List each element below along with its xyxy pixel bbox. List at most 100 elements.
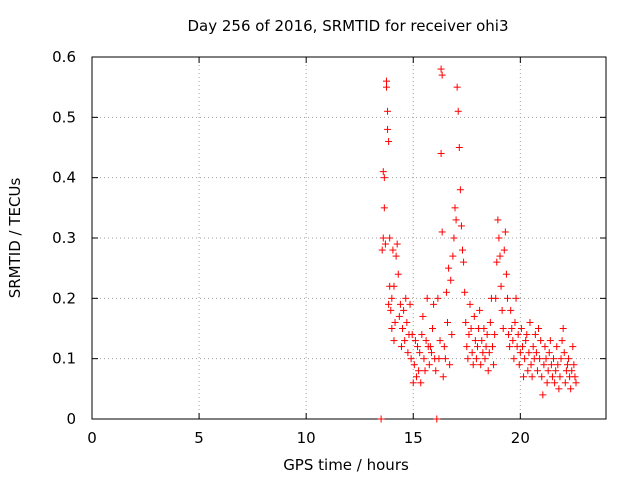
data-point <box>532 349 540 357</box>
data-point <box>427 349 435 357</box>
data-point <box>461 288 469 296</box>
data-point <box>542 355 550 363</box>
data-point <box>561 379 569 387</box>
data-point <box>510 355 518 363</box>
data-point <box>417 379 425 387</box>
data-point <box>394 270 402 278</box>
data-point <box>401 337 409 345</box>
data-point <box>565 355 573 363</box>
data-point <box>572 379 580 387</box>
grid <box>92 57 606 419</box>
data-point <box>455 144 463 151</box>
x-tick-label: 5 <box>194 429 204 447</box>
x-tick-label: 20 <box>511 429 530 447</box>
data-point <box>558 337 566 345</box>
data-point <box>466 300 474 308</box>
data-point <box>382 83 390 91</box>
data-point <box>411 337 419 345</box>
data-point <box>486 318 494 326</box>
data-point <box>463 343 471 351</box>
data-point <box>465 331 473 339</box>
data-point <box>404 349 412 357</box>
data-point <box>396 300 404 308</box>
data-point <box>508 325 516 332</box>
data-point <box>525 349 533 357</box>
data-point <box>436 337 444 345</box>
data-point <box>568 367 576 375</box>
data-point <box>384 107 392 115</box>
data-point <box>468 349 476 357</box>
data-point <box>393 240 401 248</box>
data-point <box>378 246 386 254</box>
data-point <box>415 367 423 375</box>
data-point <box>488 343 496 351</box>
data-point <box>499 325 507 332</box>
data-point <box>385 300 393 308</box>
data-point <box>410 361 418 369</box>
data-point <box>503 294 511 302</box>
data-point <box>389 246 397 254</box>
data-point <box>502 270 510 278</box>
data-point <box>535 325 543 332</box>
data-point <box>441 355 449 363</box>
data-point <box>482 343 490 351</box>
data-point <box>388 294 396 302</box>
data-point <box>425 361 433 369</box>
data-point <box>464 355 472 363</box>
data-points <box>377 65 580 423</box>
data-point <box>478 337 486 345</box>
data-point <box>533 367 541 375</box>
data-point <box>437 65 445 73</box>
x-tick-labels: 0 5 10 15 20 <box>87 429 530 447</box>
data-point <box>472 355 480 363</box>
data-point <box>432 367 440 375</box>
data-point <box>403 318 411 326</box>
data-point <box>449 252 457 260</box>
data-point <box>497 282 505 290</box>
data-point <box>479 349 487 357</box>
data-point <box>399 325 407 332</box>
chart-title: Day 256 of 2016, SRMTID for receiver ohi… <box>187 17 508 35</box>
data-point <box>452 216 460 224</box>
data-point <box>491 331 499 339</box>
data-point <box>438 71 446 79</box>
data-point <box>439 373 447 381</box>
data-point <box>512 294 520 302</box>
data-point <box>409 379 417 387</box>
y-tick-label: 0.1 <box>52 350 76 368</box>
data-point <box>386 234 394 242</box>
data-point <box>379 168 387 176</box>
data-point <box>509 337 517 345</box>
data-point <box>563 361 571 369</box>
data-point <box>555 385 563 393</box>
data-point <box>474 343 481 351</box>
y-tick-label: 0.4 <box>52 169 76 187</box>
data-point <box>385 137 393 145</box>
data-point <box>531 331 539 339</box>
data-point <box>556 373 564 381</box>
data-point <box>524 367 532 375</box>
data-point <box>429 325 437 332</box>
data-point <box>514 331 522 339</box>
data-point <box>552 367 560 375</box>
data-point <box>421 367 429 375</box>
data-point <box>559 325 567 332</box>
y-tick-label: 0.6 <box>52 48 76 66</box>
ticks <box>91 56 606 420</box>
data-point <box>516 349 524 357</box>
data-point <box>493 258 501 266</box>
data-point <box>456 186 464 194</box>
data-point <box>420 355 428 363</box>
data-point <box>545 349 553 357</box>
data-point <box>433 415 441 423</box>
data-point <box>459 246 467 254</box>
data-point <box>430 300 438 308</box>
data-point <box>480 325 488 332</box>
data-point <box>434 294 442 302</box>
data-point <box>543 379 551 387</box>
data-point <box>546 337 554 345</box>
data-point <box>471 337 479 345</box>
data-point <box>553 343 561 351</box>
data-point <box>437 150 445 158</box>
